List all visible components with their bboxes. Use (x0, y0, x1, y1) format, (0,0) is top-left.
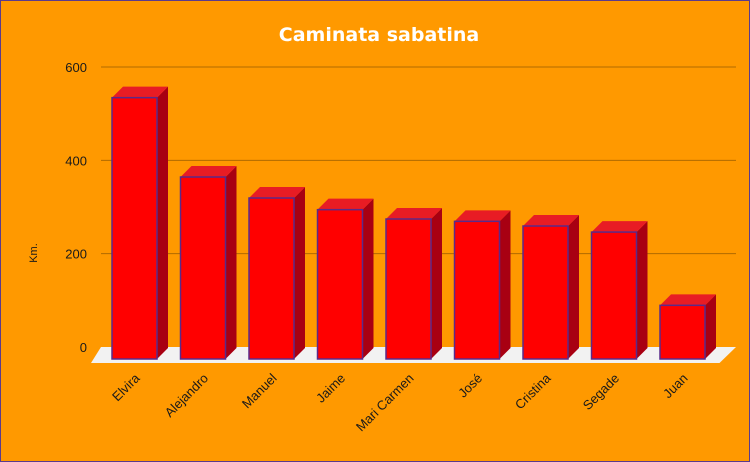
y-axis-label: Km. (28, 243, 40, 263)
bar-side (157, 86, 168, 360)
x-tick-label: Elvira (109, 370, 143, 404)
bar (590, 221, 648, 360)
bar-side (362, 198, 374, 359)
x-tick-label: Segade (580, 371, 622, 413)
bar-front (659, 304, 706, 360)
bar-side (636, 221, 648, 359)
bar-top (112, 86, 168, 98)
bar (248, 187, 305, 360)
x-tick-label: Alejandro (162, 371, 211, 420)
bar (179, 166, 237, 360)
bar-side (705, 294, 716, 359)
bar-side (568, 215, 579, 359)
bar-side (431, 208, 442, 359)
bar-top (386, 208, 442, 219)
bar-front (179, 176, 227, 360)
bar-front (248, 197, 295, 360)
x-tick-label: Juan (660, 371, 691, 402)
bar-top (660, 294, 716, 306)
x-tick-label: José (455, 371, 485, 401)
x-axis-ticks: Elvira Alejandro Manuel Jaime Mari Carmen Jos… (109, 370, 691, 434)
x-tick-label: Jaime (313, 371, 348, 406)
y-tick-label: 600 (65, 60, 87, 75)
y-tick-label: 400 (65, 153, 87, 168)
x-tick-label: Manuel (239, 370, 280, 411)
bar-front (590, 231, 638, 360)
bar (453, 210, 511, 360)
bar-top (523, 215, 579, 226)
y-tick-label: 200 (65, 247, 87, 262)
bar-side (499, 210, 511, 359)
bar (385, 208, 442, 360)
bar-front (111, 96, 158, 360)
bar-side (225, 166, 237, 359)
bar (316, 198, 374, 360)
x-tick-label: Cristina (512, 370, 554, 412)
bar (522, 215, 579, 360)
bar-top (454, 210, 511, 222)
bar-front (522, 225, 569, 360)
bar-front (453, 220, 501, 360)
y-tick-label: 0 (80, 340, 87, 355)
bar-series (111, 86, 716, 360)
bar-side (294, 187, 305, 359)
bar-front (316, 208, 364, 360)
bar (659, 294, 716, 360)
bar-top (180, 166, 237, 177)
bar (111, 86, 168, 360)
bar-top (591, 221, 648, 233)
y-axis-ticks: 0 200 400 600 (65, 60, 87, 355)
bar-top (317, 198, 374, 210)
bar-top (249, 187, 305, 198)
bar-front (385, 218, 432, 360)
chart-title: Caminata sabatina (279, 24, 479, 46)
x-tick-label: Mari Carmen (353, 371, 417, 435)
